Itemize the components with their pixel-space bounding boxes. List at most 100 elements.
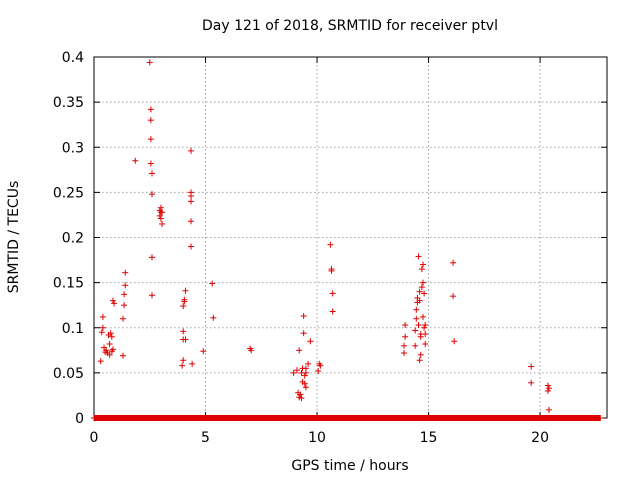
- data-points: [97, 59, 553, 413]
- y-tick-label: 0.05: [53, 366, 84, 382]
- data-point: [412, 327, 419, 334]
- data-point: [103, 347, 110, 354]
- data-point: [147, 160, 154, 167]
- data-point: [108, 333, 115, 340]
- grid-lines: [94, 57, 607, 418]
- data-point: [188, 198, 195, 205]
- data-point: [148, 254, 155, 261]
- data-point: [422, 340, 429, 347]
- data-point: [97, 358, 104, 365]
- data-point: [180, 303, 187, 310]
- data-point: [422, 322, 429, 329]
- x-tick-label: 10: [308, 430, 326, 446]
- x-axis-label: GPS time / hours: [291, 458, 408, 474]
- data-point: [296, 347, 303, 354]
- data-point: [422, 331, 429, 338]
- data-point: [417, 351, 424, 358]
- data-point: [415, 322, 422, 329]
- data-point: [156, 212, 163, 219]
- data-point: [450, 293, 457, 300]
- x-tick-label: 5: [201, 430, 210, 446]
- data-point: [297, 391, 304, 398]
- data-point: [315, 368, 322, 375]
- data-point: [209, 280, 216, 287]
- data-point: [148, 292, 155, 299]
- data-point: [421, 290, 428, 297]
- data-point: [99, 313, 106, 320]
- data-point: [415, 253, 422, 260]
- data-point: [450, 259, 457, 266]
- data-point: [317, 362, 324, 369]
- data-point: [300, 313, 307, 320]
- data-point: [109, 297, 116, 304]
- y-tick-label: 0.25: [53, 185, 84, 201]
- data-point: [132, 157, 139, 164]
- data-point: [402, 322, 409, 329]
- data-point: [412, 342, 419, 349]
- data-point: [307, 338, 314, 345]
- data-point: [189, 360, 196, 367]
- data-point: [421, 324, 428, 331]
- data-point: [416, 288, 423, 295]
- data-point: [147, 106, 154, 113]
- data-point: [528, 363, 535, 370]
- data-point: [451, 338, 458, 345]
- y-tick-label: 0.4: [62, 50, 84, 66]
- data-point: [290, 369, 297, 376]
- data-point: [528, 379, 535, 386]
- y-tick-label: 0.35: [53, 95, 84, 111]
- data-point: [302, 365, 309, 372]
- data-point: [122, 269, 129, 276]
- chart-title: Day 121 of 2018, SRMTID for receiver ptv…: [202, 18, 498, 34]
- data-point: [200, 348, 207, 355]
- data-point: [248, 347, 255, 354]
- data-point: [188, 243, 195, 250]
- data-point: [546, 385, 553, 392]
- data-point: [416, 357, 423, 364]
- data-point: [119, 315, 126, 322]
- data-point: [107, 330, 114, 337]
- data-point: [98, 329, 105, 336]
- tick-labels: 0 0.05 0.1 0.15 0.2 0.25 0.3 0.35 0.4 0 5 10 15 20: [53, 50, 549, 446]
- data-point: [419, 261, 426, 268]
- data-point: [301, 372, 308, 379]
- data-point: [109, 346, 116, 353]
- data-point: [418, 284, 425, 291]
- x-tick-label: 0: [90, 430, 99, 446]
- data-point: [188, 192, 195, 199]
- data-point: [99, 324, 106, 331]
- data-point: [419, 279, 426, 286]
- zero-baseline-markers: [91, 415, 604, 421]
- data-point: [402, 333, 409, 340]
- data-point: [182, 287, 189, 294]
- data-point: [121, 302, 128, 309]
- data-point: [329, 290, 336, 297]
- data-point: [180, 357, 187, 364]
- data-point: [210, 314, 217, 321]
- data-point: [119, 352, 126, 359]
- zero-point: [597, 415, 604, 421]
- data-point: [413, 306, 420, 313]
- data-point: [546, 406, 553, 413]
- data-point: [182, 336, 189, 343]
- data-point: [147, 136, 154, 143]
- data-point: [302, 384, 309, 391]
- data-point: [401, 350, 408, 357]
- data-point: [106, 351, 113, 358]
- data-point: [300, 330, 307, 337]
- data-point: [179, 362, 186, 369]
- x-tick-label: 20: [531, 430, 549, 446]
- data-point: [148, 191, 155, 198]
- data-point: [413, 315, 420, 322]
- data-point: [146, 59, 153, 66]
- data-point: [328, 267, 335, 274]
- y-tick-label: 0: [75, 411, 84, 427]
- data-point: [159, 209, 166, 216]
- data-point: [544, 387, 551, 394]
- data-point: [188, 147, 195, 154]
- data-point: [544, 382, 551, 389]
- y-axis-label: SRMTID / TECUs: [6, 181, 22, 294]
- data-point: [298, 395, 305, 402]
- y-tick-label: 0.15: [53, 276, 84, 292]
